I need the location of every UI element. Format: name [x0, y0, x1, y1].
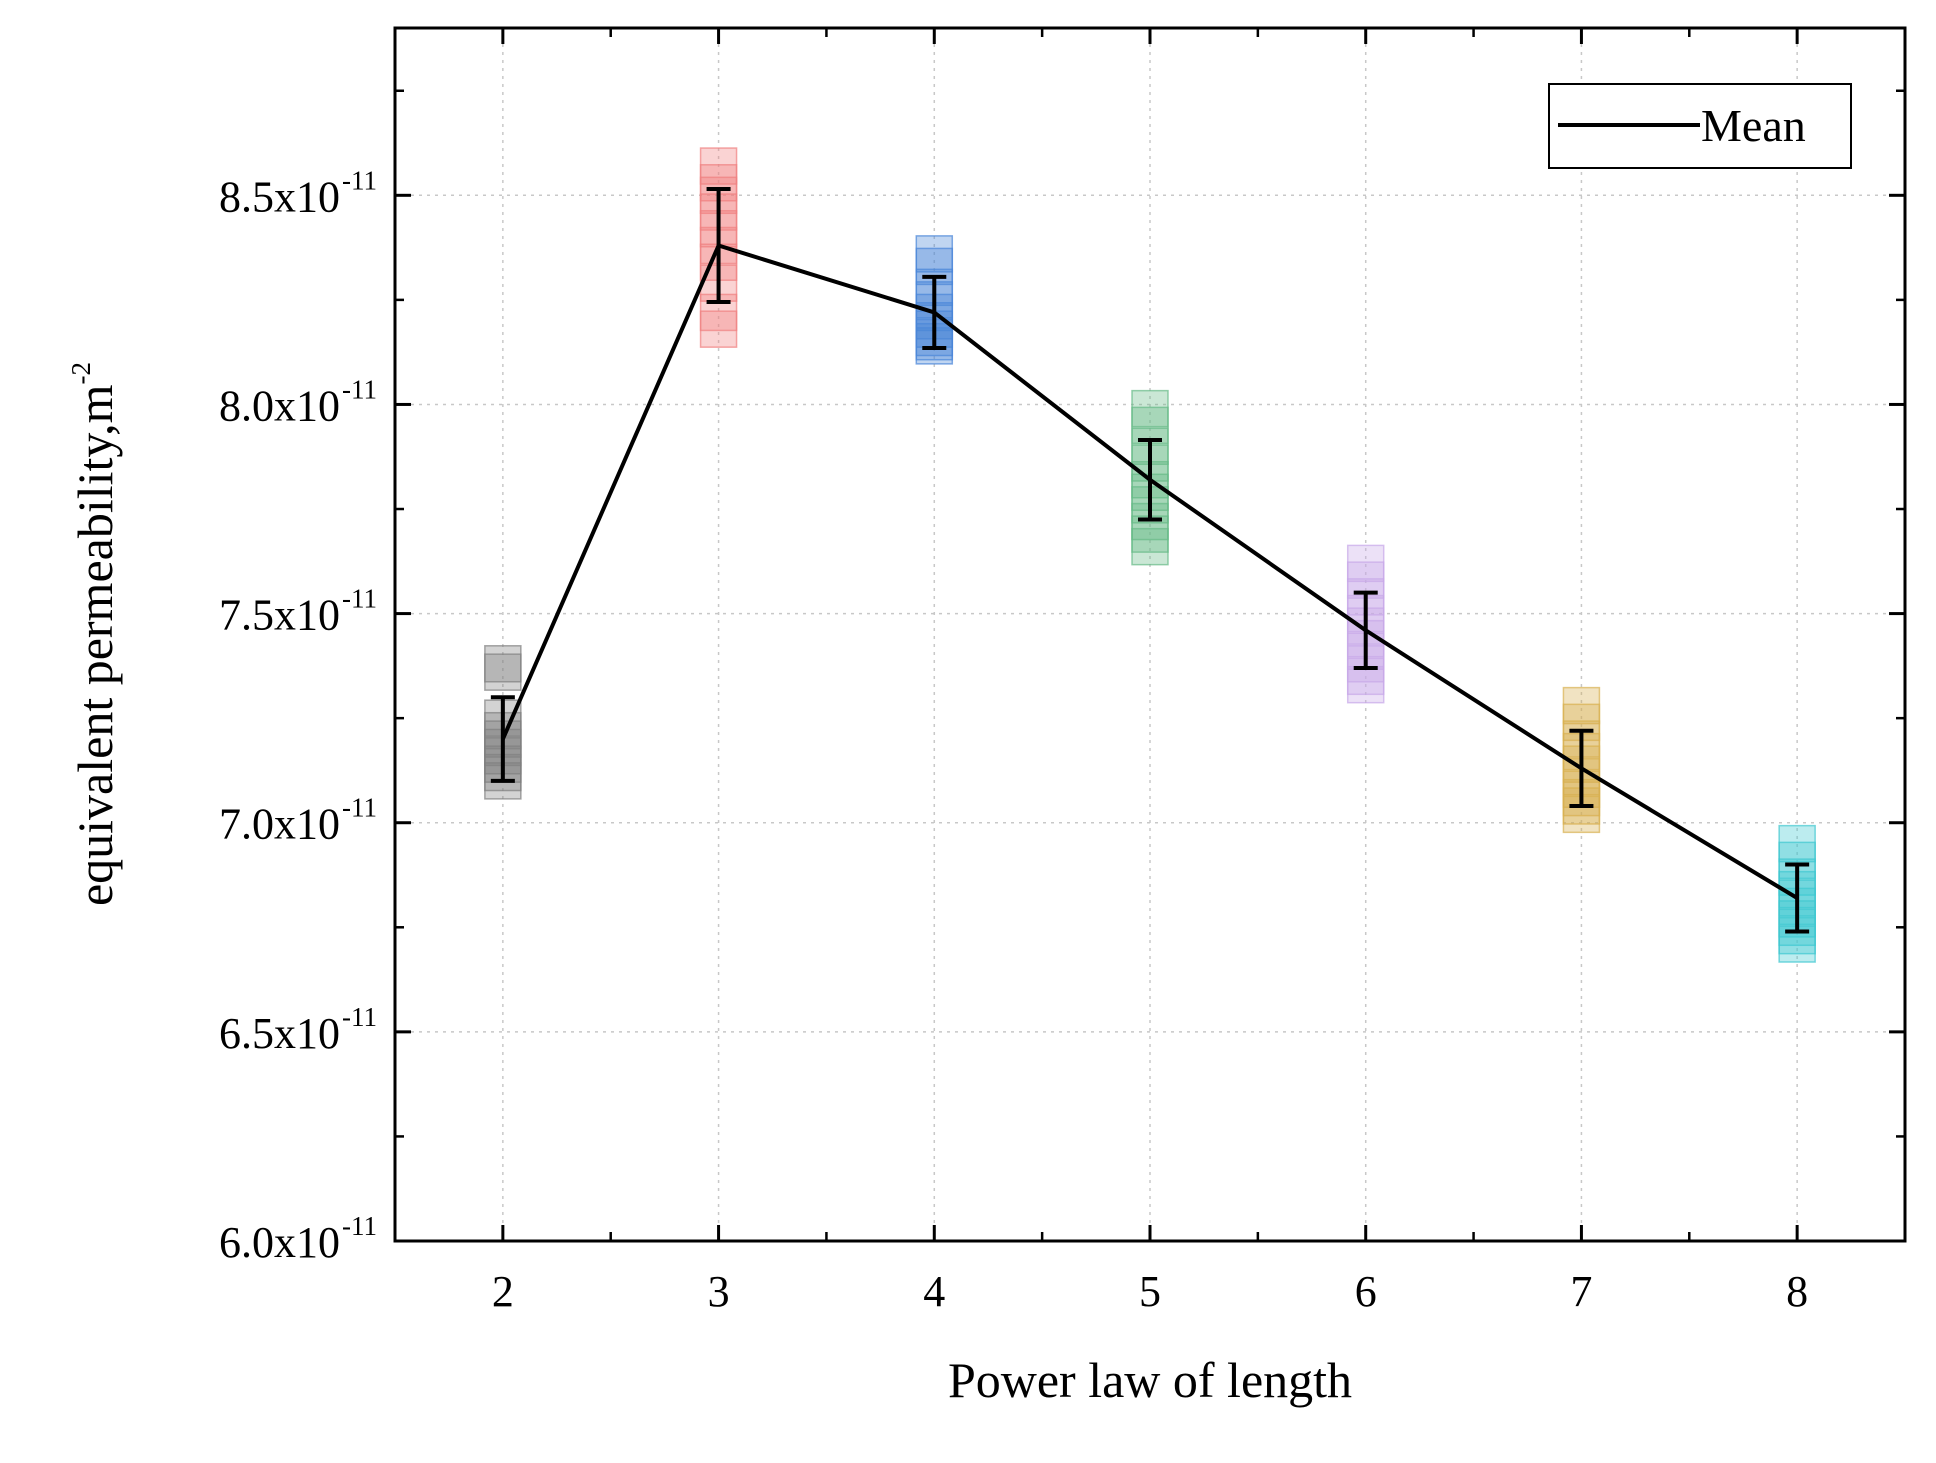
axis-ticks	[393, 28, 1907, 1243]
svg-text:equivalent permeability,m-2: equivalent permeability,m-2	[66, 362, 123, 906]
x-tick-label: 4	[923, 1267, 945, 1316]
sample-point	[1346, 665, 1385, 704]
y-tick-label: 8.5x10	[219, 172, 340, 221]
error-bar	[1353, 590, 1378, 670]
sample-point	[484, 653, 522, 691]
y-tick-label: 7.0x10	[219, 800, 340, 849]
sample-point	[1131, 527, 1169, 566]
sample-point	[1778, 824, 1816, 863]
sample-point	[915, 235, 954, 273]
legend-label-mean: Mean	[1701, 100, 1806, 151]
error-bars	[490, 187, 1810, 934]
y-tick-label: 6.0x10	[219, 1218, 340, 1267]
error-bar	[1138, 438, 1162, 522]
error-bar	[706, 187, 731, 304]
y-tick-exponent: -11	[342, 165, 377, 195]
sample-point	[484, 645, 522, 683]
y-tick-label: 8.0x10	[219, 381, 340, 430]
sample-point	[1562, 686, 1601, 725]
error-bar	[1569, 728, 1594, 808]
y-tick-exponent: -11	[342, 793, 377, 823]
y-tick-exponent: -11	[342, 584, 377, 614]
x-tick-label: 6	[1355, 1267, 1377, 1316]
x-tick-label: 5	[1139, 1267, 1161, 1316]
x-tick-label: 2	[492, 1267, 514, 1316]
x-tick-label: 8	[1786, 1267, 1808, 1316]
x-tick-label: 3	[708, 1267, 730, 1316]
error-bar	[490, 695, 515, 783]
legend: Mean	[1548, 83, 1852, 169]
y-axis-title: equivalent permeability,m-2	[66, 362, 123, 906]
error-bar	[1785, 862, 1810, 934]
sample-point	[699, 310, 738, 348]
error-bar	[922, 274, 947, 350]
x-tick-label: 7	[1570, 1267, 1592, 1316]
y-axis-title-superscript: -2	[66, 362, 96, 385]
y-axis-title-main: equivalent permeability,m	[67, 384, 123, 906]
y-tick-exponent: -11	[342, 1002, 377, 1032]
sample-point	[1131, 389, 1169, 428]
y-tick-labels: 6.0x10 -116.5x10 -117.0x10 -117.5x10 -118.0x…	[219, 165, 377, 1267]
y-tick-exponent: -11	[342, 374, 377, 404]
grid-layer	[395, 28, 1905, 1241]
x-axis-title: Power law of length	[948, 1352, 1352, 1408]
sample-point	[1131, 515, 1169, 553]
y-tick-label: 6.5x10	[219, 1009, 340, 1058]
x-tick-labels: 2 3 4 5 6 7 8	[492, 1267, 1808, 1316]
y-tick-label: 7.5x10	[219, 591, 340, 640]
y-tick-exponent: -11	[342, 1211, 377, 1241]
